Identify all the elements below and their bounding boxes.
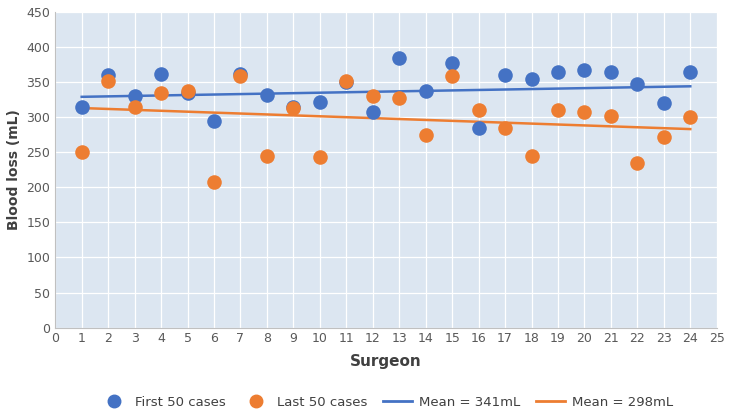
Point <box>155 89 167 96</box>
Point <box>129 93 141 100</box>
Point <box>552 68 564 75</box>
Point <box>578 108 590 115</box>
Point <box>103 77 114 84</box>
Point <box>499 72 511 79</box>
Point <box>420 131 432 138</box>
Point <box>261 92 273 98</box>
Point <box>314 98 325 105</box>
Point <box>287 105 299 111</box>
Point <box>526 152 537 159</box>
Point <box>129 103 141 110</box>
Point <box>632 160 644 166</box>
Point <box>75 103 87 110</box>
Point <box>340 79 352 85</box>
Point <box>578 67 590 74</box>
Point <box>605 68 616 75</box>
Point <box>208 178 220 185</box>
Point <box>394 94 405 101</box>
Point <box>155 70 167 77</box>
Point <box>685 114 696 121</box>
Point <box>394 54 405 61</box>
Point <box>367 109 379 116</box>
Point <box>182 89 194 96</box>
Point <box>340 77 352 84</box>
Point <box>367 93 379 100</box>
Point <box>103 72 114 79</box>
Point <box>658 134 670 140</box>
Legend: First 50 cases, Last 50 cases, Mean = 341mL, Mean = 298mL: First 50 cases, Last 50 cases, Mean = 34… <box>92 389 679 416</box>
Point <box>632 81 644 87</box>
Point <box>287 103 299 110</box>
Point <box>473 107 485 113</box>
Point <box>605 113 616 119</box>
Point <box>658 100 670 107</box>
Point <box>685 68 696 75</box>
X-axis label: Surgeon: Surgeon <box>350 354 422 369</box>
Y-axis label: Blood loss (mL): Blood loss (mL) <box>7 109 21 230</box>
Point <box>182 88 194 94</box>
Point <box>446 60 458 66</box>
Point <box>526 75 537 82</box>
Point <box>75 149 87 155</box>
Point <box>552 107 564 113</box>
Point <box>235 73 246 80</box>
Point <box>499 124 511 131</box>
Point <box>473 124 485 131</box>
Point <box>420 87 432 94</box>
Point <box>446 73 458 80</box>
Point <box>235 70 246 77</box>
Point <box>261 152 273 159</box>
Point <box>314 154 325 160</box>
Point <box>208 117 220 124</box>
